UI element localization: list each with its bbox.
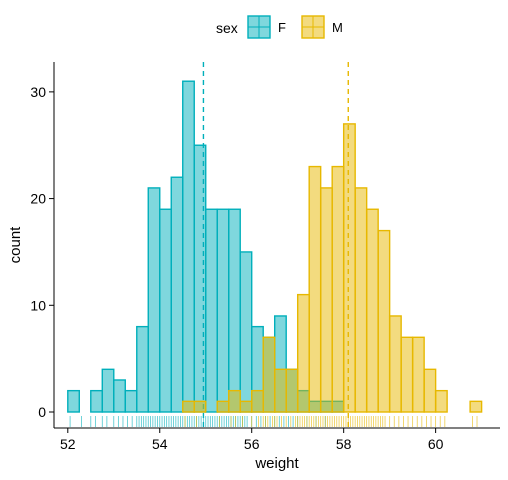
bar-F-4 bbox=[113, 379, 126, 413]
bar-M-20 bbox=[411, 336, 425, 413]
bar-M-17 bbox=[377, 229, 391, 413]
legend-key-M: M bbox=[301, 15, 343, 39]
bar-F-14 bbox=[228, 208, 241, 413]
bar-F-6 bbox=[136, 325, 149, 413]
bar-F-2 bbox=[90, 389, 103, 413]
legend-key-F: F bbox=[247, 15, 286, 39]
bar-M-4 bbox=[228, 389, 241, 413]
bar-M-10 bbox=[296, 293, 310, 413]
bar-M-5 bbox=[239, 400, 253, 413]
bar-M-8 bbox=[274, 368, 287, 413]
bar-M-13 bbox=[331, 165, 345, 413]
bar-F-12 bbox=[205, 208, 218, 413]
bar-M-25 bbox=[469, 400, 483, 413]
bar-F-8 bbox=[159, 208, 172, 413]
y-tick-label-10: 10 bbox=[30, 297, 46, 313]
x-tick-label-52: 52 bbox=[60, 436, 76, 452]
y-tick-label-20: 20 bbox=[30, 191, 46, 207]
bar-M-21 bbox=[423, 368, 437, 413]
bar-F-15 bbox=[239, 251, 253, 413]
x-tick-label-58: 58 bbox=[336, 436, 352, 452]
bar-M-16 bbox=[365, 208, 379, 413]
bar-M-3 bbox=[216, 400, 230, 413]
bar-M-9 bbox=[285, 368, 299, 413]
bar-F-0 bbox=[67, 389, 80, 413]
bar-F-5 bbox=[124, 389, 138, 413]
legend-label-F: F bbox=[278, 20, 286, 35]
plot-area bbox=[67, 62, 483, 428]
axes: 52 54 56 58 60 0 10 20 30 weight count bbox=[7, 62, 500, 472]
x-tick-label-54: 54 bbox=[152, 436, 168, 452]
bar-F-7 bbox=[147, 187, 161, 413]
bar-F-10 bbox=[182, 80, 195, 413]
y-axis-title: count bbox=[7, 226, 24, 264]
bar-M-18 bbox=[388, 315, 402, 413]
x-tick-label-60: 60 bbox=[428, 436, 444, 452]
bar-M-6 bbox=[251, 389, 264, 413]
bar-F-9 bbox=[170, 176, 184, 413]
y-ticks: 0 10 20 30 bbox=[30, 84, 54, 420]
y-tick-label-30: 30 bbox=[30, 84, 46, 100]
y-tick-label-0: 0 bbox=[38, 404, 46, 420]
bar-M-19 bbox=[400, 336, 414, 413]
x-axis-title: weight bbox=[254, 455, 299, 472]
series-M bbox=[182, 62, 483, 428]
legend-title: sex bbox=[216, 20, 238, 36]
bar-M-12 bbox=[319, 187, 333, 413]
bar-M-7 bbox=[262, 336, 276, 413]
bar-M-14 bbox=[342, 123, 356, 413]
bar-M-22 bbox=[434, 389, 448, 413]
bar-M-11 bbox=[308, 165, 322, 413]
bar-M-15 bbox=[354, 187, 368, 413]
bar-F-3 bbox=[101, 368, 115, 413]
bar-M-1 bbox=[193, 400, 207, 413]
legend: sex F M bbox=[216, 15, 343, 39]
bar-F-13 bbox=[216, 208, 230, 413]
x-tick-label-56: 56 bbox=[244, 436, 260, 452]
legend-label-M: M bbox=[332, 20, 343, 35]
x-ticks: 52 54 56 58 60 bbox=[60, 428, 444, 452]
bar-M-0 bbox=[182, 400, 195, 413]
